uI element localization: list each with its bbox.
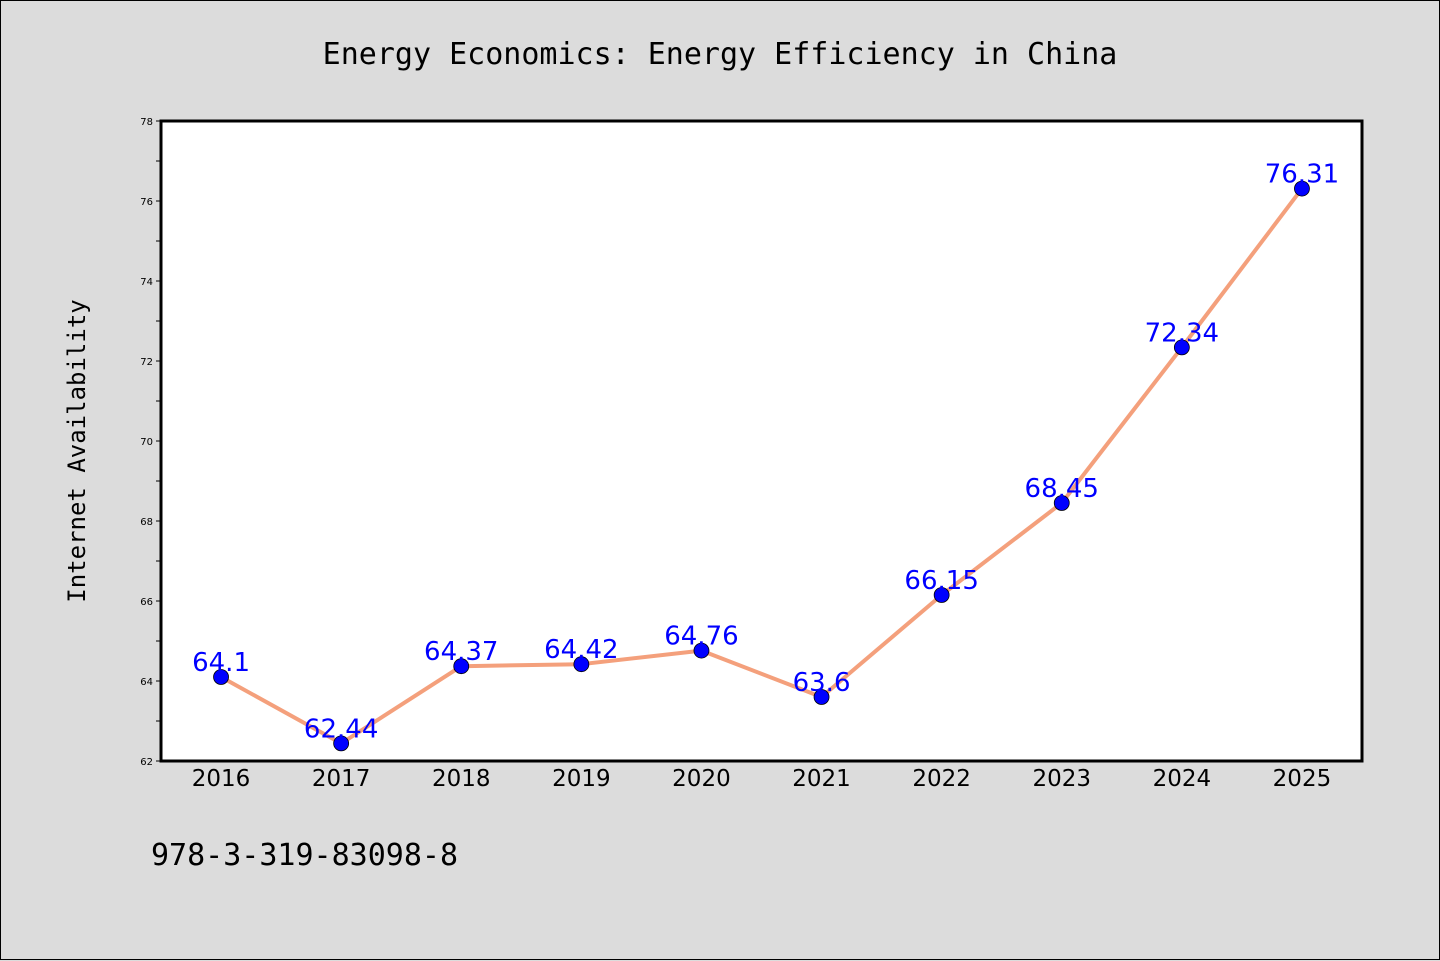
x-tick-label: 2020 [672,766,731,792]
data-label: 68.45 [1025,474,1099,504]
data-label: 72.34 [1145,318,1219,348]
data-point [1173,339,1190,356]
data-point [1053,495,1070,511]
x-tick-label: 2022 [912,766,971,792]
y-tick-label: 78 [140,117,153,128]
x-tick-label: 2018 [432,766,491,792]
data-label: 64.76 [664,622,738,652]
data-label: 76.31 [1265,160,1339,190]
data-point [333,735,350,752]
data-point [813,689,830,705]
y-tick-label: 74 [140,277,153,288]
data-point [573,656,590,673]
y-tick-label: 66 [140,597,153,608]
y-tick-label: 72 [140,357,153,368]
chart-title: Energy Economics: Energy Efficiency in C… [323,37,1118,72]
x-tick-label: 2021 [792,766,851,792]
x-tick-label: 2024 [1153,766,1212,792]
data-label: 63.6 [793,668,851,698]
data-label: 62.44 [304,714,378,744]
x-tick-label: 2016 [192,766,251,792]
x-tick-label: 2025 [1273,766,1332,792]
data-point [213,669,229,685]
series-line [220,187,1304,746]
footer-isbn: 978-3-319-83098-8 [151,838,458,873]
y-axis-label: Internet Availability [63,299,91,602]
y-tick-label: 62 [140,757,153,768]
y-tick-label: 76 [140,197,153,208]
data-label: 64.42 [544,635,618,665]
x-tick-label: 2023 [1032,766,1091,792]
data-label: 64.37 [424,637,498,667]
data-point [453,658,470,675]
y-tick-label: 70 [140,437,153,448]
y-tick-label: 68 [140,517,153,528]
plot-area [161,121,1362,761]
data-point [933,587,950,603]
plot-border [159,119,1364,763]
data-point [1294,180,1310,197]
x-tick-label: 2017 [312,766,371,792]
data-label: 64.1 [192,648,250,678]
y-tick-label: 64 [140,677,153,688]
data-point [693,642,710,659]
data-label: 66.15 [904,566,978,596]
x-tick-label: 2019 [552,766,611,792]
